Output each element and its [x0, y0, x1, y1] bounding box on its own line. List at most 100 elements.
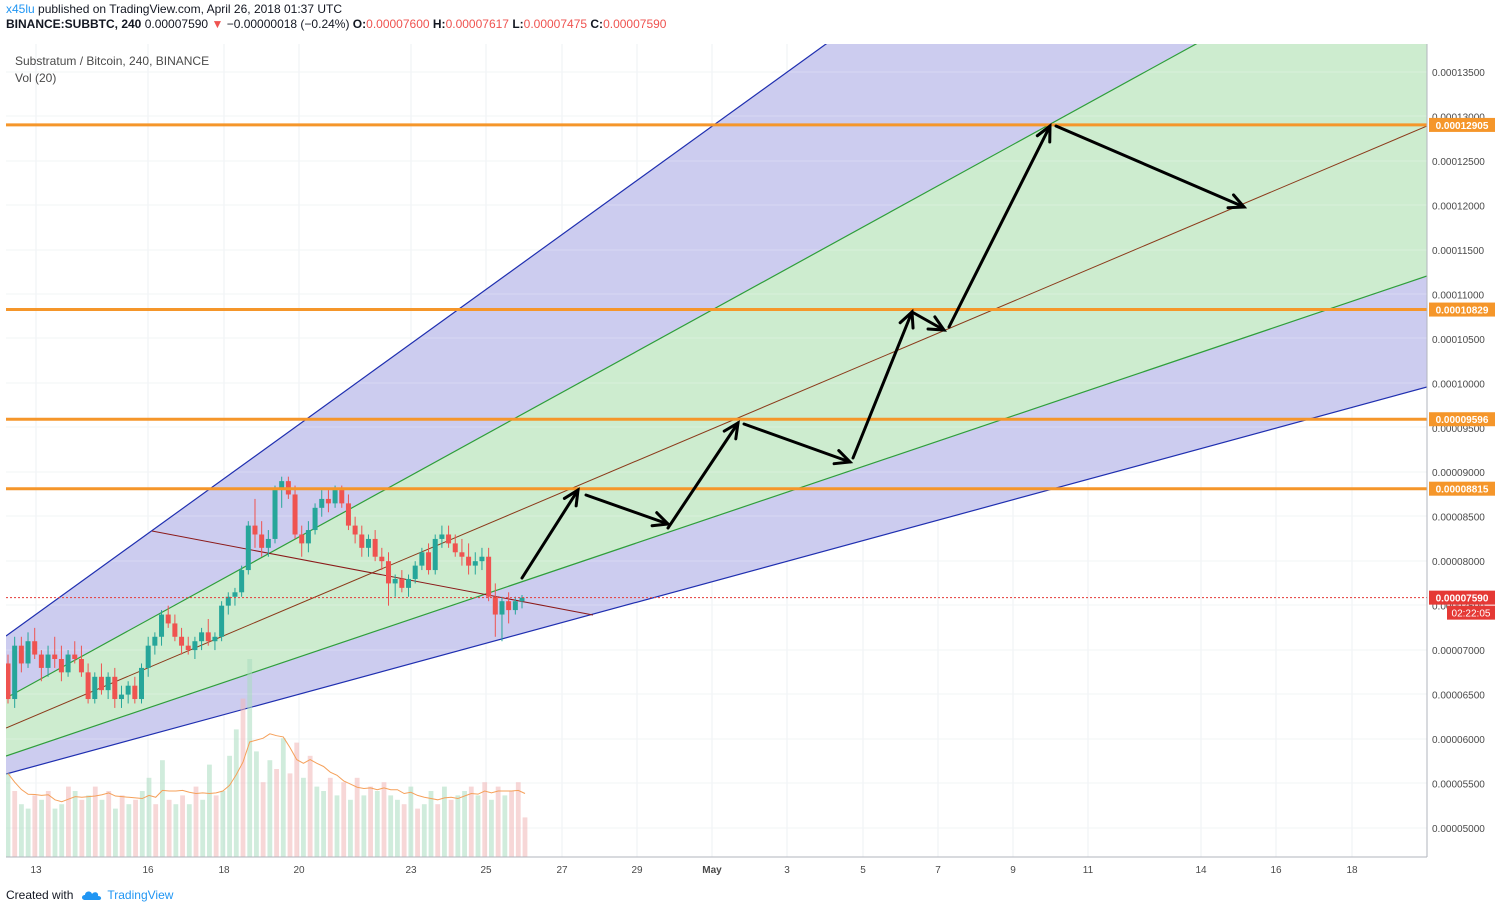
- volume-bar: [39, 799, 44, 857]
- candle-body: [299, 534, 305, 544]
- candle-body: [65, 654, 71, 673]
- volume-bar: [19, 804, 24, 857]
- candle-body: [512, 601, 518, 611]
- projection-arrow-segment: [947, 124, 1052, 329]
- volume-bar: [133, 799, 138, 857]
- volume-bar: [25, 808, 31, 857]
- level-price-label: 0.00008815: [1436, 485, 1489, 496]
- price-change: −0.00000018 (−0.24%): [226, 17, 350, 31]
- x-tick-label: 29: [631, 865, 643, 876]
- volume-bar: [173, 804, 179, 857]
- candle-body: [339, 490, 345, 504]
- volume-bar: [220, 791, 226, 857]
- volume-bar: [72, 791, 78, 857]
- candle-body: [118, 694, 124, 700]
- candle-body: [519, 597, 525, 602]
- close-label: C:: [590, 17, 604, 31]
- volume-bar: [126, 804, 132, 857]
- symbol-line: BINANCE:SUBBTC, 240 0.00007590 ▼ −0.0000…: [6, 17, 666, 32]
- volume-bar: [381, 782, 387, 857]
- x-tick-label: 5: [860, 865, 866, 876]
- volume-bar: [515, 782, 521, 857]
- volume-bar: [113, 808, 118, 857]
- candle-body: [132, 685, 138, 700]
- candle-body: [446, 534, 452, 544]
- price-chart[interactable]: 0.00005000 0.00005500 0.00006000 0.00006500…: [0, 40, 1504, 882]
- candle-body: [245, 525, 251, 571]
- candle-body: [239, 570, 245, 593]
- volume-bar: [388, 795, 394, 857]
- candle-body: [292, 494, 298, 535]
- volume-bar: [468, 786, 474, 857]
- candle-body: [78, 659, 84, 673]
- candle-body: [165, 614, 171, 624]
- volume-bar: [227, 755, 232, 857]
- candle-body: [152, 636, 158, 646]
- level-price-tag: [1429, 117, 1495, 132]
- volume-bar: [254, 751, 259, 857]
- candle-body: [145, 645, 151, 668]
- high-label: H:: [432, 17, 446, 31]
- cloud-logo-icon: [82, 891, 102, 900]
- volume-bar: [294, 742, 300, 857]
- volume-bar: [509, 791, 514, 857]
- volume-bar: [193, 786, 199, 857]
- volume-bar: [6, 773, 11, 857]
- candle-body: [352, 525, 358, 535]
- brand-label: TradingView: [107, 888, 174, 902]
- y-tick-label: 0.00010000: [1432, 379, 1485, 390]
- candle-body: [365, 538, 371, 548]
- open-label: O:: [352, 17, 367, 31]
- candle-body: [185, 645, 191, 651]
- volume-bar: [274, 769, 279, 857]
- volume-bar: [475, 795, 481, 857]
- x-tick-label: 14: [1195, 865, 1207, 876]
- chart-header: x45lu published on TradingView.com, Apri…: [6, 2, 666, 32]
- volume-bar: [348, 799, 353, 857]
- volume-bar: [119, 795, 125, 857]
- projection-arrow-segment: [584, 493, 670, 526]
- y-tick-label: 0.00012500: [1432, 157, 1485, 168]
- y-tick-label: 0.00005500: [1432, 780, 1485, 791]
- volume-ma-line: [7, 733, 526, 803]
- channel-group: [6, 44, 1427, 857]
- level-price-tag: [1429, 481, 1495, 496]
- author-link[interactable]: x45lu: [6, 2, 35, 16]
- volume-bar: [267, 760, 273, 857]
- candle-body: [379, 556, 385, 562]
- y-tick-label: 0.00007000: [1432, 646, 1485, 657]
- volume-bar: [240, 698, 246, 857]
- y-tick-label: 0.00009000: [1432, 468, 1485, 479]
- volume-bar: [415, 808, 420, 857]
- volume-bar: [489, 799, 494, 857]
- volume-bar: [59, 804, 65, 857]
- volume-bar: [45, 791, 51, 857]
- volume-bar: [341, 782, 347, 857]
- y-tick-label: 0.00011500: [1432, 246, 1485, 257]
- candle-body: [492, 596, 498, 615]
- open-value: 0.00007600: [366, 17, 430, 31]
- candle-body: [38, 654, 44, 668]
- volume-bar: [166, 799, 172, 857]
- volume-bar: [522, 817, 528, 857]
- x-tick-label: 18: [1346, 865, 1358, 876]
- candle-body: [279, 481, 285, 491]
- volume-bar: [247, 659, 253, 857]
- candle-body: [452, 543, 458, 553]
- channel-outer-top-line: [6, 44, 828, 637]
- tradingview-link[interactable]: TradingView: [81, 888, 173, 902]
- level-price-label: 0.00012905: [1436, 121, 1489, 132]
- y-tick-label: 0.00005000: [1432, 824, 1485, 835]
- x-tick-label: 16: [142, 865, 154, 876]
- volume-bar: [314, 786, 320, 857]
- last-price: 0.00007590: [144, 17, 209, 31]
- chart-legend: Substratum / Bitcoin, 240, BINANCE Vol (…: [15, 53, 209, 87]
- candle-body: [506, 601, 512, 611]
- x-tick-label: 11: [1083, 865, 1094, 876]
- volume-bar: [435, 804, 441, 857]
- projection-arrowhead: [650, 511, 672, 528]
- publish-info: published on TradingView.com, April 26, …: [38, 2, 342, 16]
- candle-body: [439, 534, 445, 539]
- y-tick-label: 0.00006500: [1432, 691, 1485, 702]
- volume-bar: [12, 791, 18, 857]
